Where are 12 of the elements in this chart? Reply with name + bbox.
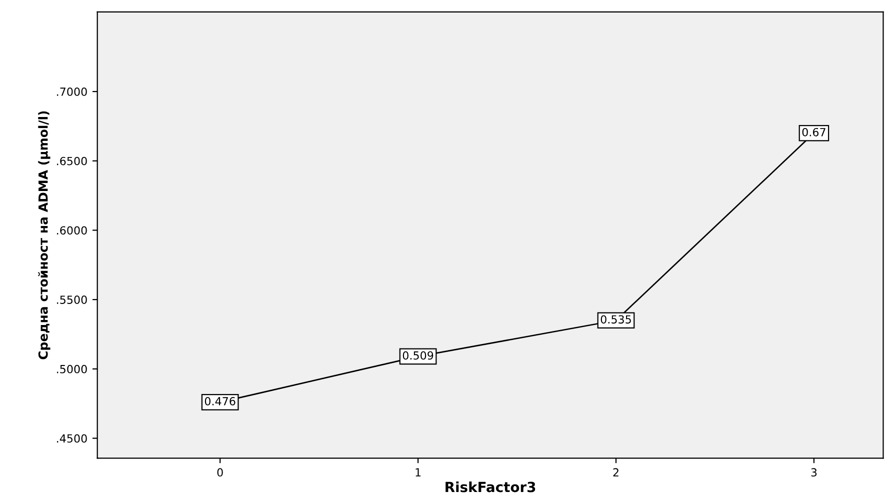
y-tick-label: .4500 — [57, 434, 87, 443]
x-tick-label: 0 — [217, 468, 223, 477]
x-tick-label: 1 — [416, 468, 421, 476]
y-tick-label: .5500 — [57, 296, 87, 304]
y-tick-label: .5000 — [57, 364, 87, 374]
x-axis-title: RiskFactor3 — [446, 481, 536, 492]
y-tick-label: .6000 — [57, 226, 87, 235]
y-tick-label: .7000 — [57, 88, 87, 96]
x-tick-label: 2 — [613, 468, 618, 476]
x-tick-label: 3 — [811, 468, 817, 477]
y-axis-title: Средна стойност на ADMA (µmol/l) — [38, 111, 50, 360]
y-tick-label: .6500 — [57, 156, 87, 166]
